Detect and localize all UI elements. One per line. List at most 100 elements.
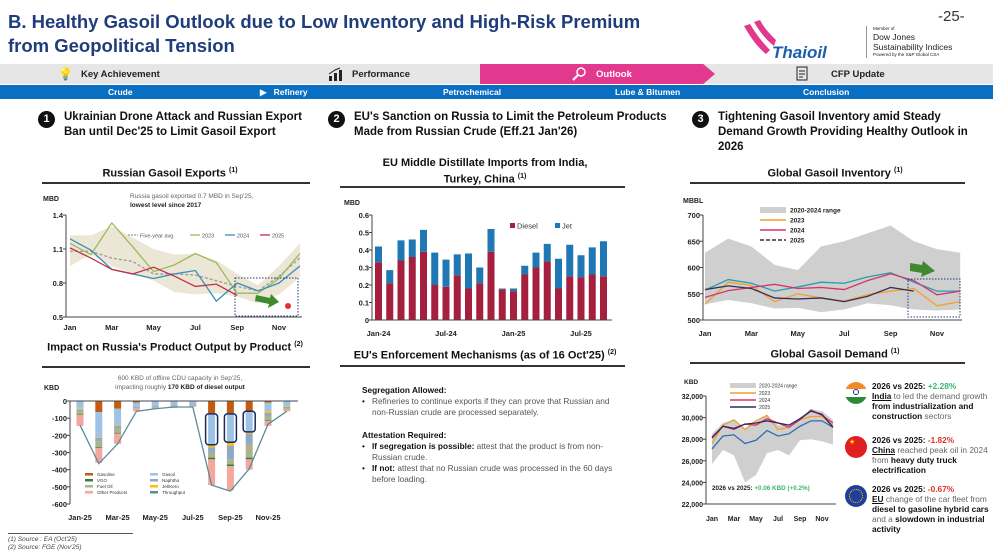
subtab-refinery[interactable]: ▶ Refinery [260, 85, 308, 99]
bar-segment-fuel-oil [114, 428, 122, 433]
y-axis-label: KBD [684, 379, 698, 386]
y-axis-label: MBBL [683, 198, 704, 205]
bar-segment-diesel [600, 276, 607, 320]
subtab-conclusion[interactable]: Conclusion [803, 87, 850, 97]
bar-segment-naphtha [226, 445, 234, 460]
x-tick-label: May [146, 323, 161, 332]
bar-segment-jet [555, 258, 562, 289]
legend-label: Fuel Oil [97, 484, 113, 489]
y-axis-label: MBD [344, 200, 360, 207]
legend-label: 2025 [759, 405, 770, 411]
legend-label: 2023 [202, 234, 214, 240]
subtab-lube-bitumen[interactable]: Lube & Bitumen [615, 87, 681, 97]
x-tick-label: Nov [815, 516, 828, 523]
section-number-1: 1 [38, 111, 55, 128]
bar-segment-jet-kero [264, 411, 272, 414]
tab-key-achievement[interactable]: 💡 Key Achievement [58, 64, 160, 84]
down-arrow-icon [910, 261, 935, 277]
bar-segment-naphtha [264, 413, 272, 417]
footnote-ref: (1) [228, 167, 238, 174]
bar-segment-jet [386, 270, 394, 284]
note-text: reached peak oil in 2024 from [872, 445, 988, 465]
bar-segment-jet [543, 243, 551, 262]
legend-label: Gasoil [162, 472, 175, 477]
y-tick-label: 0.5 [53, 313, 63, 322]
legend-label: 2025 [272, 234, 284, 240]
y-tick-label: 500 [687, 316, 700, 325]
legend-swatch [150, 491, 158, 494]
bar-segment-diesel [442, 286, 450, 320]
bar-segment-fuel-oil [132, 407, 140, 409]
x-tick-label: May [749, 516, 763, 523]
bar-segment-gasoil [283, 401, 291, 407]
bar-segment-jet-kero [226, 442, 234, 446]
legend-label: Diesel [517, 222, 538, 231]
subtab-crude[interactable]: Crude [108, 87, 133, 97]
bar-segment-other-products [95, 448, 103, 463]
bar-segment-gasoline [264, 401, 272, 403]
title-text: EU's Enforcement Mechanisms (as of 16 Oc… [353, 349, 605, 362]
legend-swatch [510, 223, 515, 228]
legend-swatch [760, 207, 786, 213]
bar-segment-jet-kero [208, 443, 216, 448]
legend-label: 2023 [790, 218, 805, 225]
bar-segment-naphtha [151, 406, 159, 408]
y-tick-label: 0.5 [359, 229, 369, 238]
tab-cfp-update[interactable]: CFP Update [795, 64, 885, 84]
x-tick-label: Jul [839, 329, 850, 338]
bar-segment-jet [465, 253, 472, 289]
chart-global-demand: 22,000 24,000 26,000 28,000 30,000 32,000 KBD J… [682, 379, 836, 523]
bar-segment-gasoil [151, 401, 159, 407]
x-tick-label: Jan [699, 329, 712, 338]
y-tick-label: -400 [52, 466, 67, 475]
y-tick-label: 600 [687, 264, 700, 273]
bar-segment-diesel [510, 291, 517, 320]
bar-segment-other-products [114, 433, 122, 444]
sub-nav: Crude ▶ Refinery Petrochemical Lube & Bi… [0, 85, 993, 99]
djsi-powered-by: Powered by the S&P Global CSA [873, 52, 940, 57]
title-text: EU Middle Distillate Imports from India,… [382, 157, 588, 186]
legend-label: 2023 [759, 391, 770, 397]
tab-label: CFP Update [831, 68, 885, 80]
tab-outlook[interactable]: Outlook [572, 64, 632, 84]
x-tick-label: Sep-25 [218, 513, 243, 522]
legend-label: 2020-2024 range [759, 384, 797, 390]
subtab-petrochemical[interactable]: Petrochemical [443, 87, 502, 97]
bar-segment-vgo [114, 432, 122, 434]
x-tick-label: Nov-25 [255, 513, 280, 522]
bar-segment-gasoline [95, 401, 103, 413]
y-tick-label: 26,000 [682, 459, 704, 466]
tab-label: Outlook [596, 68, 632, 80]
bar-segment-diesel [521, 274, 529, 320]
india-note: 2026 vs 2025: +2.28% India to led the de… [872, 381, 993, 421]
bar-segment-jet [588, 247, 596, 275]
tab-performance[interactable]: Performance [328, 64, 410, 84]
legend-label: 2024 [790, 228, 805, 235]
annotation: Russia gasoil exported 0.7 MBD in Sep'25… [130, 193, 254, 200]
y-axis-label: KBD [44, 385, 59, 392]
bar-segment-gasoil [245, 411, 253, 432]
note-country: EU [872, 494, 884, 504]
bar-segment-fuel-oil [151, 407, 159, 408]
thaioil-logo: Thaioil [744, 20, 828, 62]
note-prefix: 2026 vs 2025: [872, 381, 928, 391]
bar-segment-gasoline [208, 401, 216, 414]
chart-eu-distillate-imports: 0 0.1 0.2 0.3 0.4 0.5 0.6 MBD Jan-24 Jul-24 Jan-25… [344, 200, 612, 338]
bar-segment-fuel-oil [283, 408, 291, 410]
note-prefix: 2026 vs 2025: [872, 435, 928, 445]
y-tick-label: 0.2 [359, 281, 369, 290]
note-text: to led the demand growth [891, 391, 988, 401]
divider [340, 186, 625, 188]
bar-segment-gasoil [170, 401, 178, 406]
y-tick-label: -300 [52, 449, 67, 458]
x-tick-label: Sep [794, 516, 807, 523]
bar-segment-jet [397, 240, 405, 261]
footnote-ref: (1) [890, 348, 900, 355]
annotation-bold: 170 KBD of diesel output [168, 384, 246, 391]
y-tick-label: -600 [52, 500, 67, 509]
x-tick-label: Jan-25 [502, 329, 526, 338]
legend-swatch [85, 473, 93, 476]
legend-swatch [150, 485, 158, 488]
bar-segment-jet [510, 288, 517, 292]
bar-segment-naphtha [170, 405, 178, 407]
